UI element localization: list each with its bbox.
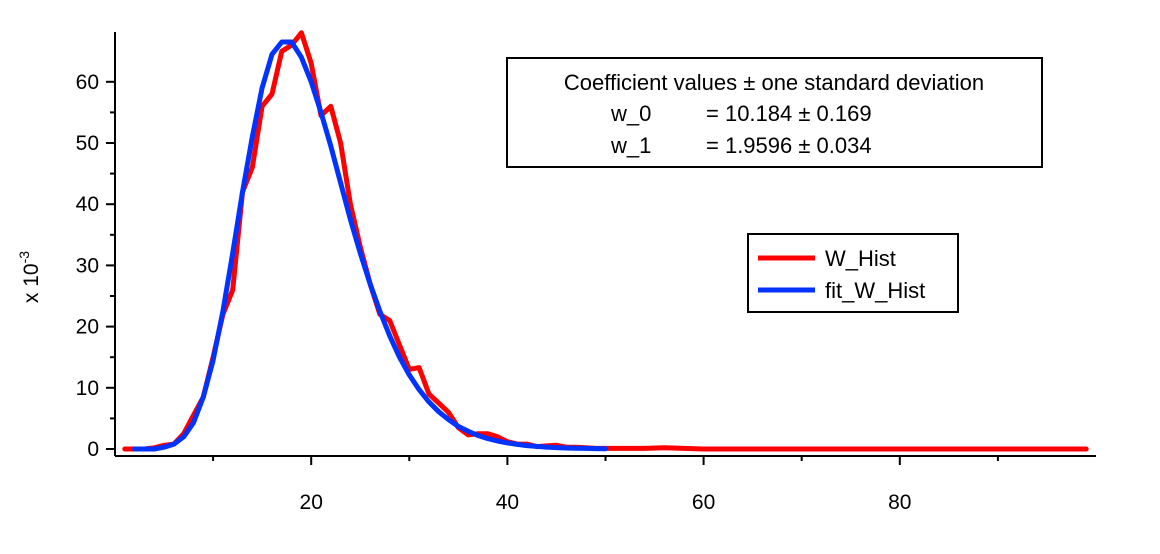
coefficient-box-title: Coefficient values ± one standard deviat… bbox=[564, 70, 984, 95]
y-tick-label-10: 10 bbox=[76, 377, 99, 400]
x-tick-label-40: 40 bbox=[496, 491, 519, 514]
legend-frame bbox=[747, 233, 959, 313]
y-tick-label-0: 0 bbox=[87, 438, 99, 461]
y-axis-multiplier-label: x 10-3 bbox=[16, 251, 43, 303]
legend: W_Hist fit_W_Hist bbox=[747, 233, 959, 313]
axes: 0 10 20 30 40 50 60 20 40 60 80 bbox=[76, 32, 1096, 514]
coefficient-name-w1: w_1 bbox=[610, 133, 651, 158]
x-tick-label-20: 20 bbox=[300, 491, 323, 514]
y-tick-label-50: 50 bbox=[76, 132, 99, 155]
coefficient-box: Coefficient values ± one standard deviat… bbox=[506, 57, 1043, 168]
coefficient-value-w0: = 10.184 ± 0.169 bbox=[706, 101, 872, 126]
y-tick-label-40: 40 bbox=[76, 193, 99, 216]
y-tick-label-30: 30 bbox=[76, 254, 99, 277]
coefficient-value-w1: = 1.9596 ± 0.034 bbox=[706, 133, 872, 158]
plot-area bbox=[122, 30, 1089, 452]
x-tick-label-80: 80 bbox=[888, 491, 911, 514]
coefficient-name-w0: w_0 bbox=[610, 101, 651, 126]
coefficient-box-frame bbox=[506, 57, 1043, 168]
y-multiplier-prefix: x 10 bbox=[20, 263, 43, 303]
x-tick-label-60: 60 bbox=[692, 491, 715, 514]
legend-label-w-hist: W_Hist bbox=[825, 246, 896, 271]
y-multiplier-exponent: -3 bbox=[16, 251, 32, 264]
series-line-fit-w-hist bbox=[132, 39, 608, 452]
y-tick-label-20: 20 bbox=[76, 316, 99, 339]
y-tick-label-60: 60 bbox=[76, 71, 99, 94]
legend-label-fit-w-hist: fit_W_Hist bbox=[825, 278, 925, 303]
